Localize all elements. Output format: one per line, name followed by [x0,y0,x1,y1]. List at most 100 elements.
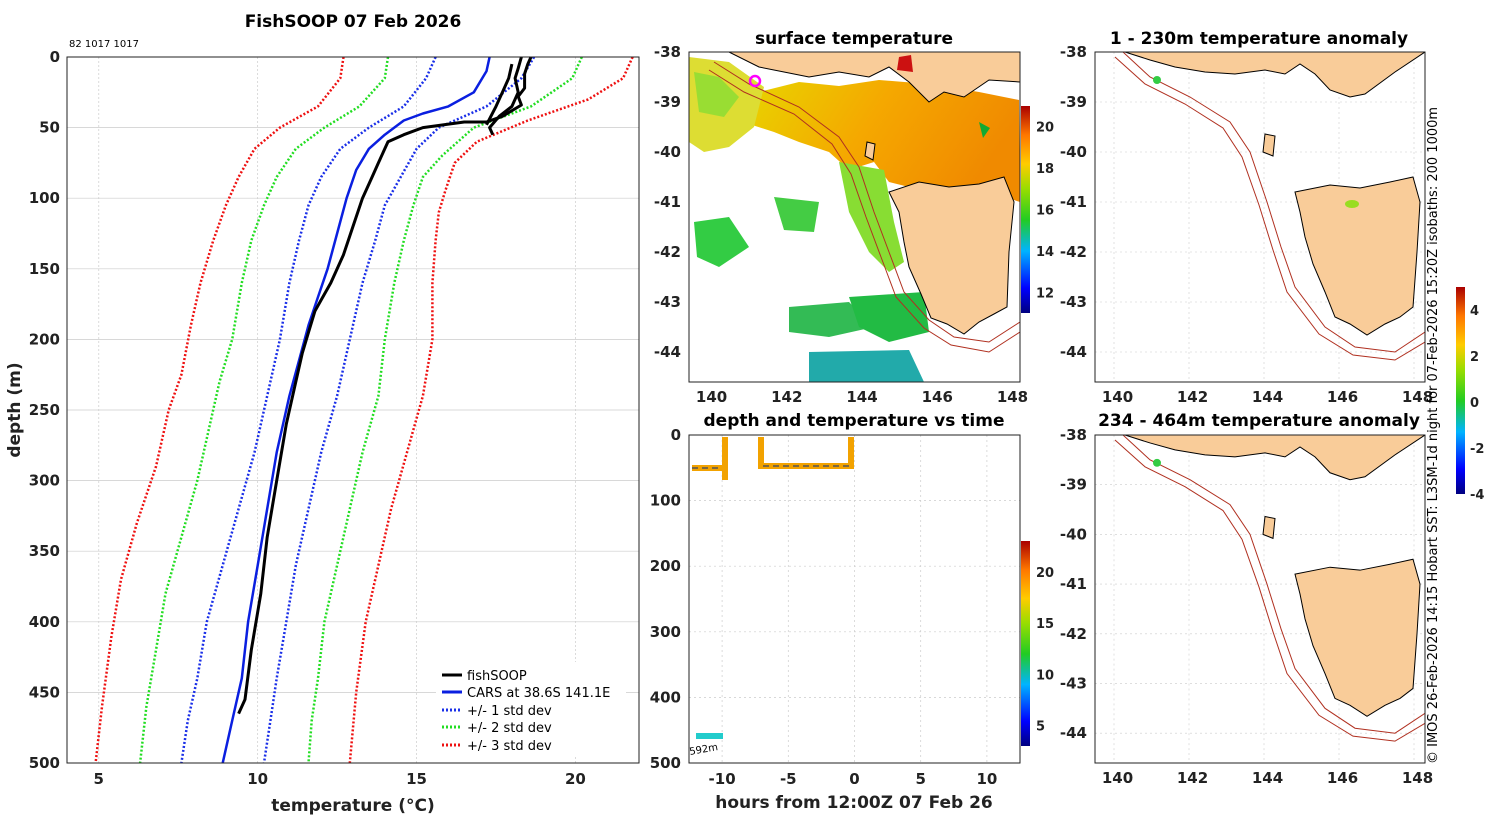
depth-annotation: 592m [689,742,719,758]
map-y-tick-label: -41 [1060,193,1087,211]
profile-series [94,56,634,764]
colorbar-tick-label: 5 [1036,720,1045,735]
map-y-tick-label: -40 [654,143,681,161]
map-x-tick-label: 148 [997,388,1028,406]
depth-time-panel: depth and temperature vs time 592m -10 -5… [650,411,1054,813]
colorbar-tick-label: 2 [1470,350,1479,365]
profile-subtitle: 82 1017 1017 [69,39,139,50]
sst-cool-spot [979,122,990,138]
profile-y-tick-label: 50 [39,119,60,137]
colorbar-tick-label: 10 [1036,668,1054,683]
map-x-tick-label: 142 [1177,769,1208,787]
profile-y-tick-label: 100 [29,189,60,207]
profile-series--2-std-dev [307,56,583,764]
anom-shallow-x-ticks: 140 142 144 146 148 [1102,388,1433,406]
profile-series-fishsoop-upcast [488,56,523,136]
map-y-tick-label: -38 [1060,426,1087,444]
map-y-tick-label: -38 [1060,43,1087,61]
sst-land-king-island [864,141,876,161]
sst-land-mainland [728,52,1020,103]
profile-y-tick-label: 200 [29,330,60,348]
sst-colorbar-ticks: 12 14 16 18 20 [1036,121,1054,302]
anom-deep-x-ticks: 140 142 144 146 148 [1102,769,1433,787]
colorbar-tick-label: 20 [1036,121,1054,136]
depth-time-tracks: 592m [689,437,854,758]
anom-shallow-panel: 1 - 230m temperature anomaly 140 142 144 14… [1060,29,1433,406]
colorbar-tick-label: 18 [1036,162,1054,177]
sst-patch-4 [809,350,924,382]
sst-field-coastal [694,72,739,117]
anom-deep-king-island [1262,515,1276,540]
depth-time-frame [688,434,1021,764]
map-x-tick-label: 148 [1402,769,1433,787]
profile-series--2-std-dev [138,56,390,764]
profile-x-tick-label: 10 [247,770,268,788]
map-y-tick-label: -44 [654,343,681,361]
colorbar-tick-label: 14 [1036,245,1054,260]
map-y-tick-label: -44 [1060,343,1087,361]
anom-deep-frame [1094,434,1426,764]
depth-time-x-tick-label: -10 [709,770,736,788]
depth-time-y-tick-label: 500 [650,754,681,772]
colorbar-tick-label: 4 [1470,304,1479,319]
anom-shallow-isobath-1000 [1114,56,1425,361]
map-y-tick-label: -39 [654,93,681,111]
map-x-tick-label: 144 [1252,388,1283,406]
map-x-tick-label: 140 [1102,388,1133,406]
map-x-tick-label: 146 [1327,769,1358,787]
anom-shallow-point-west [1153,76,1161,84]
profile-legend: fishSOOP CARS at 38.6S 141.1E +/- 1 std … [436,662,626,755]
profile-x-tick-label: 20 [565,770,586,788]
map-x-tick-label: 144 [1252,769,1283,787]
profile-x-label: temperature (°C) [271,796,435,816]
anom-deep-tasmania [1294,558,1421,717]
sst-isobath-1000 [708,69,1020,353]
depth-time-y-tick-label: 200 [650,557,681,575]
sst-patch-2 [694,217,749,267]
depth-time-x-label: hours from 12:00Z 07 Feb 26 [715,793,993,813]
sst-field-westtas [839,162,904,272]
anom-shallow-area [1095,52,1425,382]
depth-time-x-tick-label: 10 [976,770,997,788]
map-y-tick-label: -40 [1060,143,1087,161]
anom-shallow-point-north [1345,200,1359,208]
sst-hot-bay [897,55,913,72]
sst-isobath-200 [713,61,1020,343]
sst-patch-5 [849,292,929,342]
sst-map-panel: surface temperature 140 142 144 146 14 [654,29,1054,406]
depth-time-x-ticks: -10 -5 0 5 10 [709,770,998,788]
anom-deep-area [1095,435,1425,763]
profile-series--3-std-dev [348,56,634,764]
depth-time-area [689,435,1020,763]
sst-patch-3 [789,302,874,337]
anom-deep-isobath-200 [1122,435,1425,734]
depth-time-y-tick-label: 400 [650,688,681,706]
profile-y-ticks: 0 50 100 150 200 250 300 350 400 450 500 [29,48,60,772]
profile-panel: FishSOOP 07 Feb 2026 82 1017 1017 5 10 15 2… [5,12,640,816]
legend-std2: +/- 2 std dev [467,721,552,736]
map-x-tick-label: 142 [1177,388,1208,406]
sst-map-area [689,52,1020,382]
map-y-tick-label: -42 [1060,625,1087,643]
sst-colorbar [1021,106,1030,313]
map-y-tick-label: -39 [1060,93,1087,111]
legend-std3: +/- 3 std dev [467,739,552,754]
profile-y-tick-label: 300 [29,472,60,490]
sst-x-ticks: 140 142 144 146 148 [696,388,1028,406]
depth-time-x-tick-label: 5 [915,770,925,788]
map-x-tick-label: 142 [771,388,802,406]
map-y-tick-label: -39 [1060,476,1087,494]
sst-land-tasmania [888,176,1015,335]
map-x-tick-label: 144 [846,388,877,406]
profile-frame [66,56,640,764]
profile-y-tick-label: 350 [29,542,60,560]
anom-shallow-tasmania [1294,176,1421,336]
depth-time-x-tick-label: 0 [849,770,859,788]
sst-map-frame [688,51,1021,383]
sst-patch-1 [774,197,819,232]
profile-y-tick-label: 0 [50,48,60,66]
profile-y-tick-label: 400 [29,613,60,631]
profile-series--1-std-dev [180,56,437,764]
depth-time-y-tick-label: 100 [650,492,681,510]
